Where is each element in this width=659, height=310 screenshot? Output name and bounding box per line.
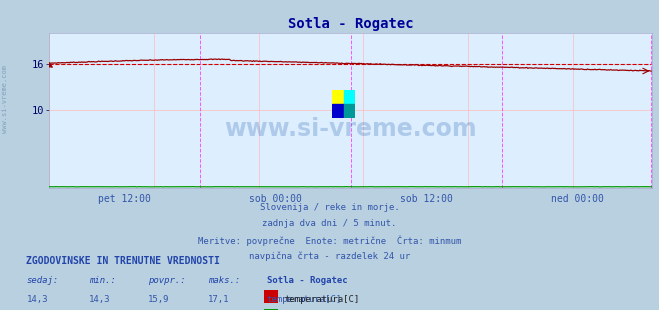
Text: sedaj:: sedaj:	[26, 276, 59, 285]
Text: ned 00:00: ned 00:00	[551, 194, 604, 204]
Text: pet 12:00: pet 12:00	[98, 194, 151, 204]
Bar	[332, 90, 343, 104]
Text: 17,1: 17,1	[208, 295, 229, 304]
Text: 15,9: 15,9	[148, 295, 170, 304]
Text: www.si-vreme.com: www.si-vreme.com	[225, 117, 477, 141]
Text: 14,3: 14,3	[26, 295, 48, 304]
Text: povpr.:: povpr.:	[148, 276, 186, 285]
Text: 14,3: 14,3	[89, 295, 111, 304]
Bar	[343, 90, 355, 104]
Text: temperatura[C]: temperatura[C]	[267, 295, 342, 304]
Text: Slovenija / reke in morje.: Slovenija / reke in morje.	[260, 203, 399, 212]
Text: Meritve: povprečne  Enote: metrične  Črta: minmum: Meritve: povprečne Enote: metrične Črta:…	[198, 235, 461, 246]
Text: sob 00:00: sob 00:00	[249, 194, 302, 204]
Text: ZGODOVINSKE IN TRENUTNE VREDNOSTI: ZGODOVINSKE IN TRENUTNE VREDNOSTI	[26, 256, 220, 266]
Text: zadnja dva dni / 5 minut.: zadnja dva dni / 5 minut.	[262, 219, 397, 228]
Title: Sotla - Rogatec: Sotla - Rogatec	[288, 17, 414, 31]
Bar	[332, 104, 343, 118]
Text: sob 12:00: sob 12:00	[400, 194, 453, 204]
Text: min.:: min.:	[89, 276, 116, 285]
Text: maks.:: maks.:	[208, 276, 240, 285]
Text: navpična črta - razdelek 24 ur: navpična črta - razdelek 24 ur	[249, 251, 410, 261]
Text: temperatura[C]: temperatura[C]	[285, 295, 360, 304]
Text: Sotla - Rogatec: Sotla - Rogatec	[267, 276, 347, 285]
Bar	[343, 104, 355, 118]
Text: www.si-vreme.com: www.si-vreme.com	[2, 65, 9, 133]
